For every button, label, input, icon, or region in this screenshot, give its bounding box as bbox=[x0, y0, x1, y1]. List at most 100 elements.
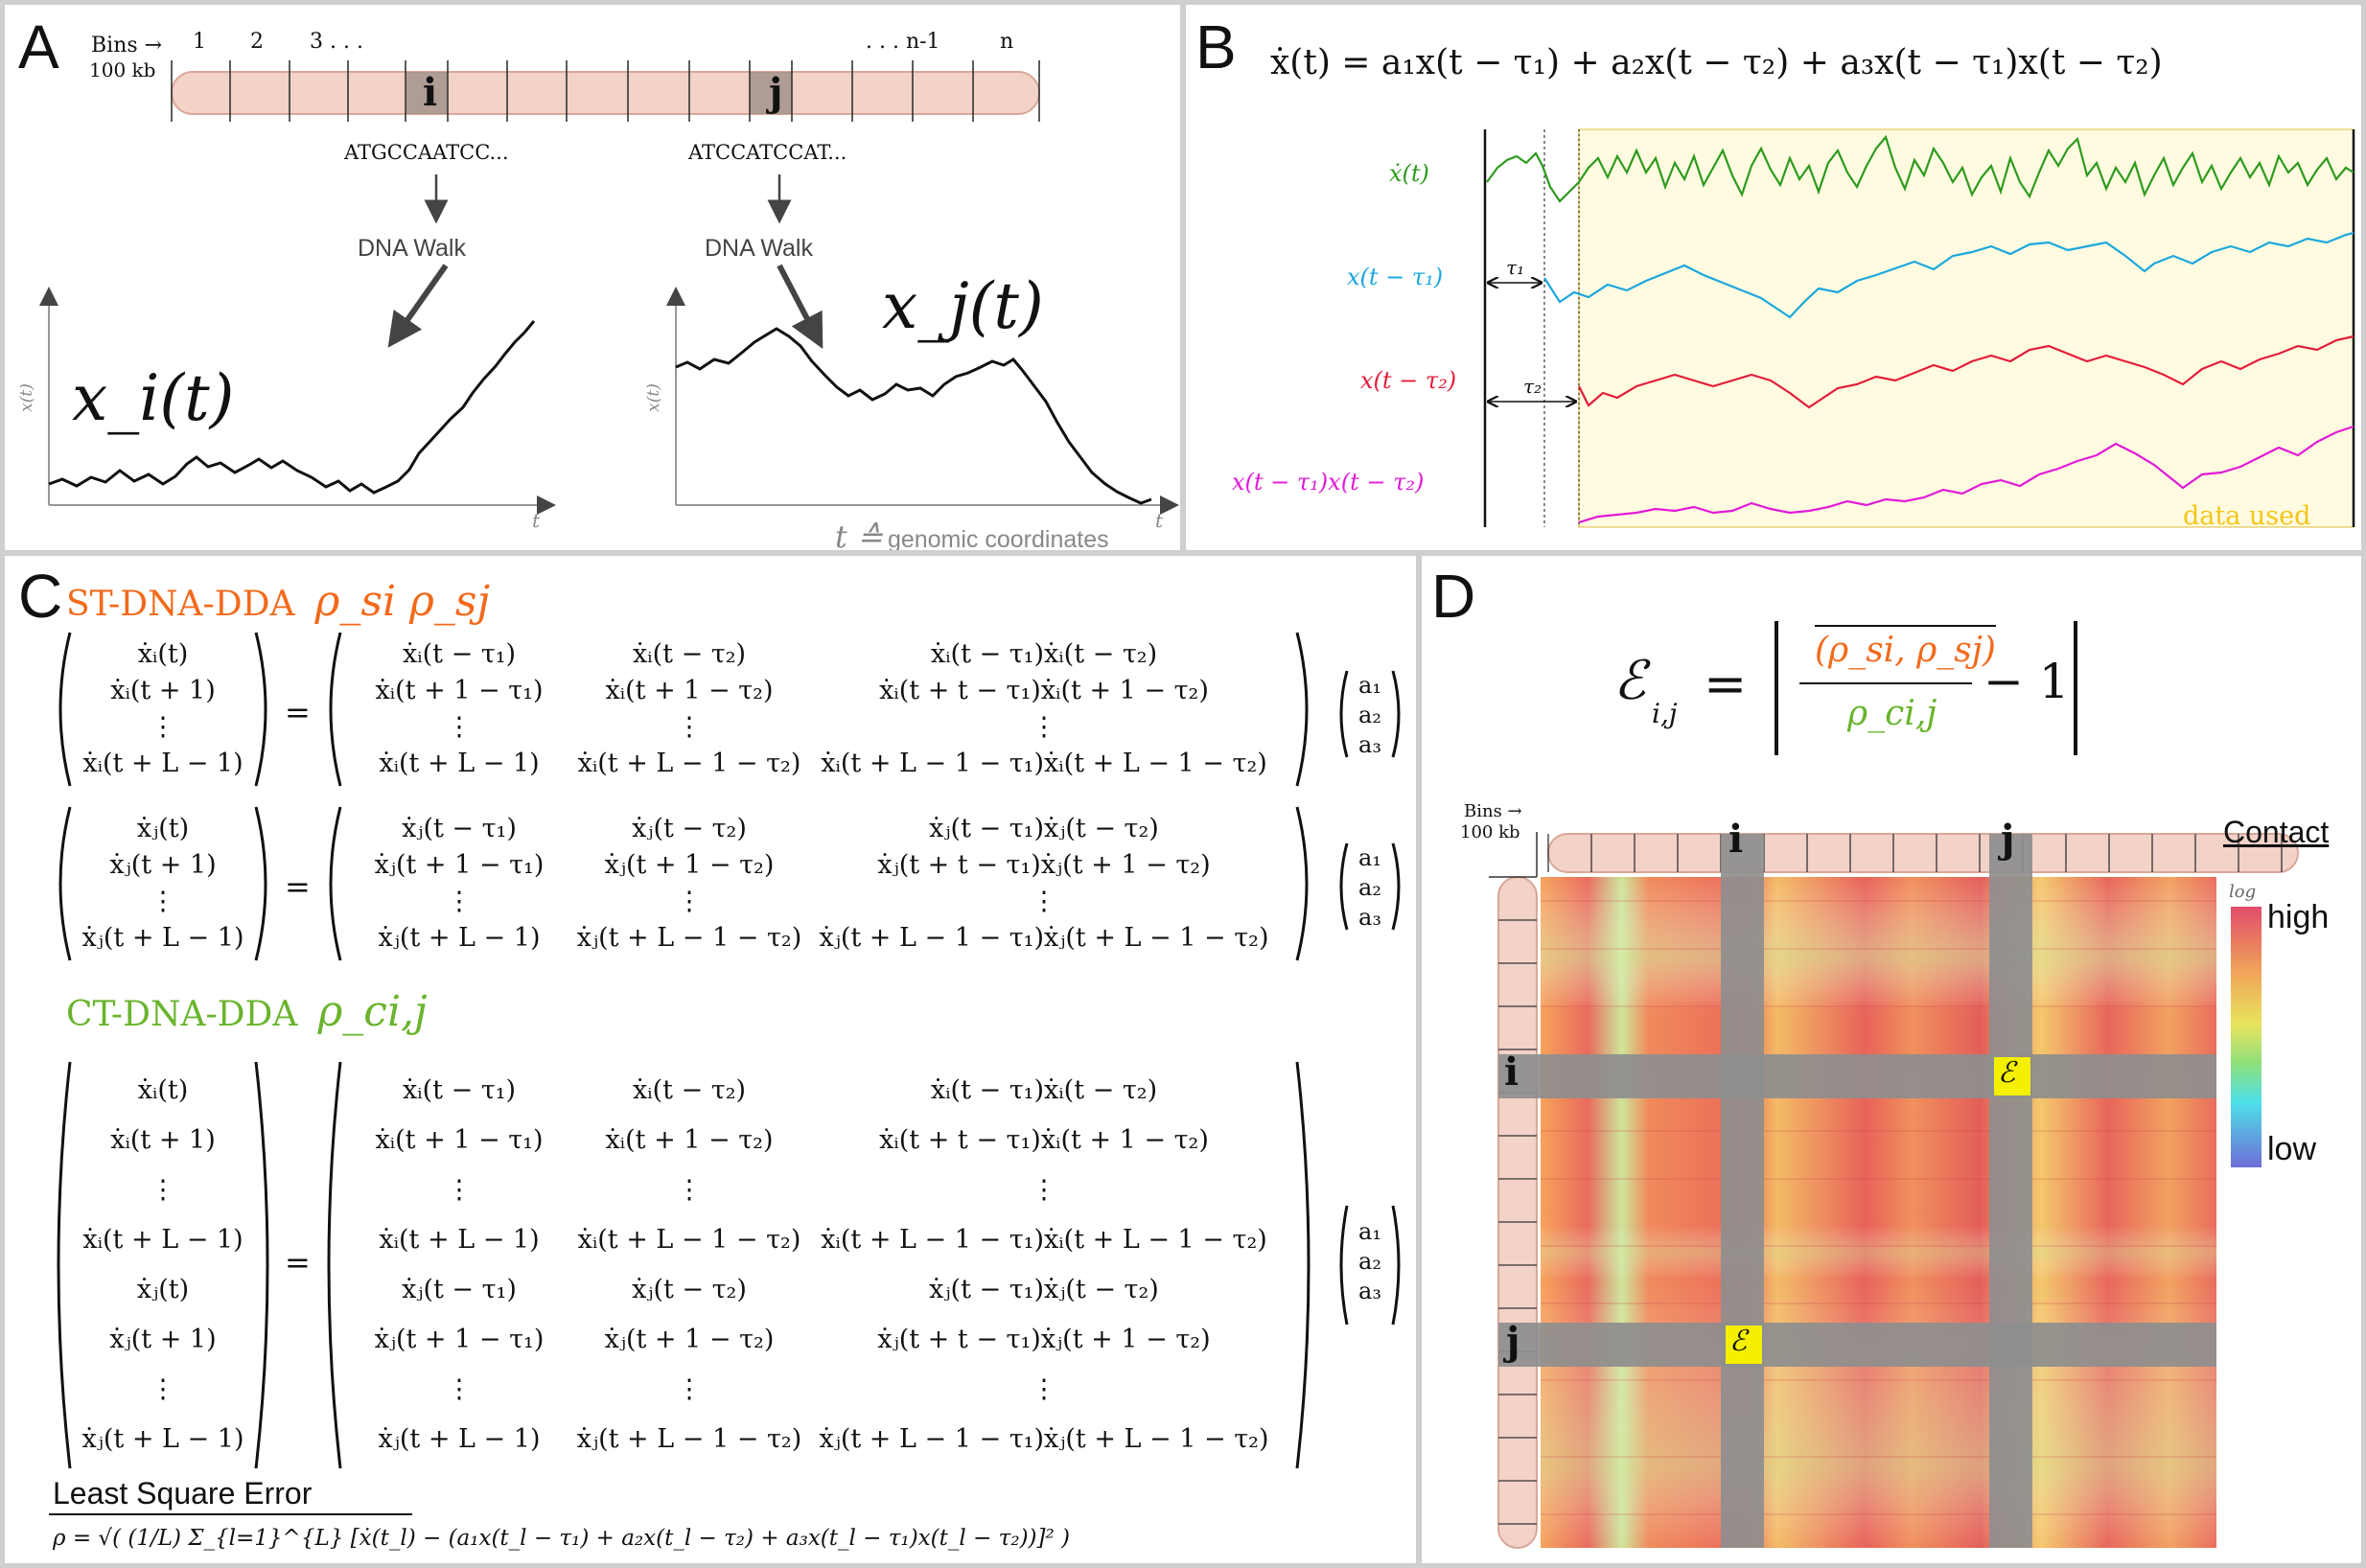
eq-ct-r4c2: ẋⱼ(t − τ₁)ẋⱼ(t − τ₂) bbox=[929, 1275, 1159, 1304]
eq-i-coef-1: a₂ bbox=[1358, 702, 1381, 728]
bins-unit: 100 kb bbox=[89, 58, 156, 81]
panel-label-c: C bbox=[18, 562, 63, 631]
eq-ct-r0c0: ẋᵢ(t − τ₁) bbox=[402, 1075, 517, 1105]
eq-ct-coef-2: a₃ bbox=[1358, 1278, 1381, 1304]
eq-i-r0c1: ẋᵢ(t − τ₂) bbox=[632, 639, 747, 669]
eq-ct-r3c0: ẋᵢ(t + L − 1) bbox=[379, 1225, 540, 1255]
series-tau2 bbox=[1578, 334, 2354, 409]
eq-i-r1c2: ẋᵢ(t + t − τ₁)ẋᵢ(t + 1 − τ₂) bbox=[879, 676, 1209, 705]
eq-ct-lhs-0: ẋᵢ(t) bbox=[137, 1075, 189, 1105]
contact-title: Contact bbox=[2223, 815, 2330, 849]
bin-j-label: j bbox=[769, 70, 783, 115]
eq-j-equals: = bbox=[285, 868, 311, 905]
sequence-j: ATCCATCCAT... bbox=[688, 141, 847, 164]
eq-ct-r7c1: ẋⱼ(t + L − 1 − τ₂) bbox=[576, 1424, 802, 1454]
panel-label-a: A bbox=[18, 12, 59, 81]
sequence-i: ATGCCAATCC... bbox=[344, 141, 509, 164]
eq-ct-r2c0: ⋮ bbox=[446, 1175, 473, 1205]
bin-i-label: i bbox=[423, 70, 438, 115]
tau1-label: τ₁ bbox=[1506, 256, 1525, 279]
bins-label: Bins → bbox=[91, 34, 163, 58]
eq-ct-equals: = bbox=[285, 1244, 311, 1280]
eq-ct-r5c1: ẋⱼ(t + 1 − τ₂) bbox=[604, 1325, 775, 1354]
eq-ct-r5c2: ẋⱼ(t + t − τ₁)ẋⱼ(t + 1 − τ₂) bbox=[877, 1325, 1211, 1354]
eq-i-r2c1: ⋮ bbox=[676, 712, 703, 742]
formula-bar-left bbox=[1774, 621, 1778, 755]
bin-tick-n-1: . . . n-1 bbox=[866, 30, 940, 54]
eq-j-coef-1: a₂ bbox=[1358, 874, 1381, 901]
eq-ct-r0c2: ẋᵢ(t − τ₁)ẋᵢ(t − τ₂) bbox=[930, 1075, 1158, 1105]
footnote: t ≙ genomic coordinates bbox=[835, 519, 1109, 553]
d-bin-i-top: i bbox=[1728, 817, 1744, 862]
eq-j-lhs-1: ẋⱼ(t + 1) bbox=[109, 850, 217, 880]
eq-j-lhs-2: ⋮ bbox=[150, 887, 176, 916]
series-label-tau2: x(t − τ₂) bbox=[1360, 367, 1457, 394]
scale-note: log bbox=[2229, 882, 2257, 902]
bin-tick-n: n bbox=[1000, 30, 1014, 54]
eq-ct-lhs-3: ẋᵢ(t + L − 1) bbox=[82, 1225, 244, 1255]
formula-num: (ρ_si, ρ_sj) bbox=[1815, 625, 1996, 670]
eq-j-r2c0: ⋮ bbox=[446, 887, 473, 916]
eq-i-r3c0: ẋᵢ(t + L − 1) bbox=[379, 749, 540, 778]
eq-j-r3c1: ẋⱼ(t + L − 1 − τ₂) bbox=[576, 923, 802, 953]
walk-j-curve bbox=[675, 327, 1152, 505]
series-product bbox=[1578, 425, 2354, 524]
formula-eq: = bbox=[1704, 654, 1748, 714]
series-label-xdot: ẋ(t) bbox=[1389, 160, 1429, 187]
eq-ct-r6c2: ⋮ bbox=[1031, 1374, 1057, 1404]
series-tau1 bbox=[1543, 231, 2354, 319]
eq-ct-lhs: ẋᵢ(t) ẋᵢ(t + 1) ⋮ ẋᵢ(t + L − 1) ẋⱼ(t) ẋⱼ… bbox=[72, 1066, 254, 1464]
eq-ct-lhs-1: ẋᵢ(t + 1) bbox=[110, 1125, 216, 1155]
eq-ct-r0c1: ẋᵢ(t − τ₂) bbox=[632, 1075, 747, 1105]
eq-ct-r1c2: ẋᵢ(t + t − τ₁)ẋᵢ(t + 1 − τ₂) bbox=[879, 1125, 1209, 1155]
d-bins-unit: 100 kb bbox=[1460, 822, 1520, 842]
eq-j-r2c2: ⋮ bbox=[1031, 887, 1057, 916]
eq-ct-r2c2: ⋮ bbox=[1031, 1175, 1057, 1205]
eq-i-r3c1: ẋᵢ(t + L − 1 − τ₂) bbox=[577, 749, 801, 778]
d-bins-label: Bins → bbox=[1464, 801, 1522, 821]
eq-i-coef-0: a₁ bbox=[1358, 672, 1381, 699]
eq-ct-lhs-2: ⋮ bbox=[150, 1175, 176, 1205]
eq-i-r1c0: ẋᵢ(t + 1 − τ₁) bbox=[375, 676, 544, 705]
panel-c: C ST-DNA-DDA ρ_si ρ_sj ẋᵢ(t) ẋᵢ(t + 1) ⋮… bbox=[0, 551, 1421, 1568]
eq-j-r0c2: ẋⱼ(t − τ₁)ẋⱼ(t − τ₂) bbox=[929, 814, 1159, 843]
data-used-label: data used bbox=[2183, 501, 2311, 531]
eq-i-lhs-0: ẋᵢ(t) bbox=[137, 639, 189, 669]
eq-i-lhs-2: ⋮ bbox=[150, 712, 176, 742]
st-title: ST-DNA-DDA bbox=[66, 585, 295, 624]
series-label-tau1: x(t − τ₁) bbox=[1347, 264, 1444, 290]
lse-formula: ρ = √( (1/L) Σ_{l=1}^{L} [ẋ(t_l) − (a₁x(… bbox=[53, 1526, 1070, 1551]
series-xdot bbox=[1486, 134, 2354, 203]
series-label-product: x(t − τ₁)x(t − τ₂) bbox=[1232, 469, 1425, 496]
bin-tick-3: 3 . . . bbox=[310, 30, 363, 54]
eq-ct-lhs-5: ẋⱼ(t + 1) bbox=[109, 1325, 217, 1354]
eq-ct-coef: a₁ a₂ a₃ bbox=[1349, 1217, 1391, 1306]
formula-frac-line bbox=[1799, 682, 1972, 684]
formula-minus: − 1 bbox=[1983, 654, 2070, 709]
ode-equation: ẋ(t) = a₁x(t − τ₁) + a₂x(t − τ₂) + a₃x(t… bbox=[1270, 43, 2163, 82]
eq-ct-r6c1: ⋮ bbox=[676, 1374, 703, 1404]
eq-j-lhs: ẋⱼ(t) ẋⱼ(t + 1) ⋮ ẋⱼ(t + L − 1) bbox=[72, 811, 254, 957]
bin-tick-2: 2 bbox=[250, 30, 264, 54]
walk-i-title: x_i(t) bbox=[72, 361, 234, 435]
panel-label-d: D bbox=[1431, 562, 1476, 631]
formula-sub: i,j bbox=[1652, 698, 1678, 729]
eq-j-coef-0: a₁ bbox=[1358, 844, 1381, 871]
axis-y-label-i: x(t) bbox=[16, 383, 36, 412]
data-used-region bbox=[1578, 128, 2354, 528]
eq-ct-r4c1: ẋⱼ(t − τ₂) bbox=[632, 1275, 747, 1304]
scale-high: high bbox=[2267, 899, 2330, 935]
panel-label-b: B bbox=[1195, 12, 1237, 81]
eq-i-equals: = bbox=[285, 694, 311, 730]
panel-a: A Bins → 100 kb 1 2 3 . . . . . . n-1 n … bbox=[0, 0, 1185, 555]
ode-equation-text: ẋ(t) = a₁x(t − τ₁) + a₂x(t − τ₂) + a₃x(t… bbox=[1270, 43, 2163, 82]
chromosome-bar bbox=[171, 60, 1040, 122]
walk-j-title: x_j(t) bbox=[882, 269, 1044, 343]
eq-ct-lhs-4: ẋⱼ(t) bbox=[136, 1275, 190, 1304]
eq-i-coef: a₁ a₂ a₃ bbox=[1349, 671, 1391, 760]
footnote-text: genomic coordinates bbox=[887, 526, 1109, 553]
st-symbols: ρ_si ρ_sj bbox=[314, 577, 491, 626]
matrix-brackets bbox=[49, 632, 1401, 1515]
formula-symbol: ℰ bbox=[1613, 650, 1646, 712]
walk-label-j: DNA Walk bbox=[705, 235, 813, 262]
